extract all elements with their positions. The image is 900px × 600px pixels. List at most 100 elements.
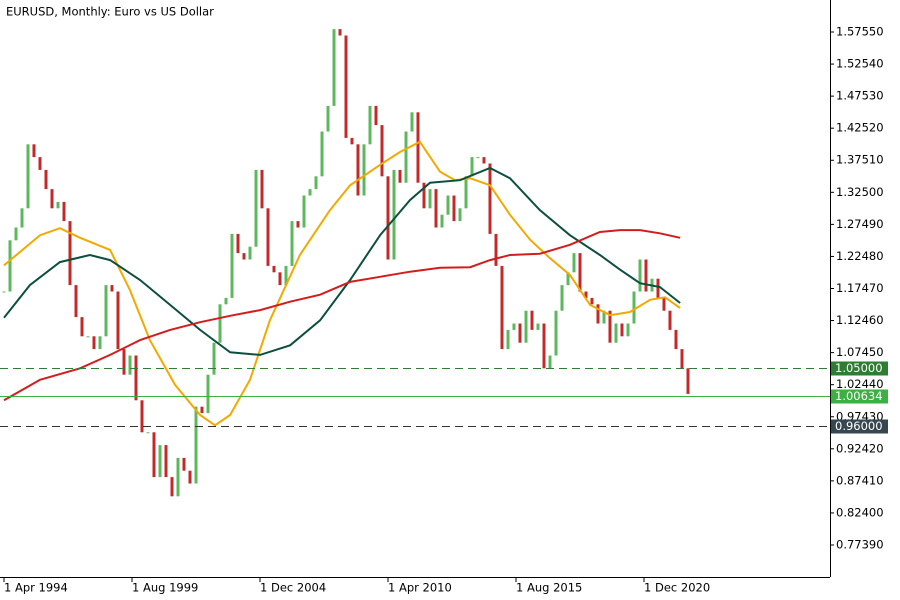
candle xyxy=(242,253,246,260)
candle xyxy=(110,285,114,292)
candle xyxy=(206,374,210,414)
level-label: 0.96000 xyxy=(835,419,883,433)
x-tick-label: 1 Aug 2015 xyxy=(516,581,582,595)
candle xyxy=(410,112,414,132)
y-tick-label: 0.92420 xyxy=(836,441,884,455)
candle xyxy=(656,278,660,298)
candle xyxy=(554,310,558,356)
candle xyxy=(362,144,366,196)
candle xyxy=(134,355,138,401)
candle xyxy=(602,310,606,324)
candle xyxy=(326,105,330,132)
candle xyxy=(392,169,396,260)
moving-average xyxy=(3,140,681,427)
candle xyxy=(158,445,162,478)
candle xyxy=(2,291,6,293)
candle xyxy=(320,131,324,177)
candle xyxy=(188,470,192,484)
candle xyxy=(338,29,342,36)
candle xyxy=(434,189,438,228)
candle xyxy=(416,112,420,183)
candle xyxy=(512,323,516,330)
y-tick-label: 1.42520 xyxy=(836,121,884,135)
y-tick-label: 1.02440 xyxy=(836,377,884,391)
candle xyxy=(686,368,690,394)
candle xyxy=(464,176,468,209)
candle xyxy=(428,189,432,209)
candle xyxy=(446,195,450,215)
y-tick-label: 1.47530 xyxy=(836,89,884,103)
y-tick-label: 1.57550 xyxy=(836,24,884,38)
candle xyxy=(212,342,216,375)
candle xyxy=(344,35,348,138)
moving-average xyxy=(3,166,681,356)
candle xyxy=(500,265,504,350)
y-tick-label: 1.32500 xyxy=(836,185,884,199)
candle xyxy=(572,253,576,273)
candle xyxy=(236,233,240,254)
candle xyxy=(8,240,12,292)
candle xyxy=(530,310,534,330)
candle xyxy=(230,233,234,298)
x-tick-label: 1 Apr 2010 xyxy=(388,581,452,595)
chart-title: EURUSD, Monthly: Euro vs US Dollar xyxy=(6,5,214,19)
candle xyxy=(590,297,594,305)
candle xyxy=(284,265,288,286)
candle xyxy=(26,144,30,209)
candle xyxy=(32,144,36,158)
candle xyxy=(128,355,132,375)
y-tick-label: 0.82400 xyxy=(836,505,884,519)
candle xyxy=(74,285,78,318)
y-tick-label: 1.12460 xyxy=(836,313,884,327)
candle xyxy=(278,272,282,286)
candle xyxy=(620,323,624,337)
candle xyxy=(638,259,642,292)
candle xyxy=(494,233,498,266)
candle xyxy=(62,201,66,222)
candle xyxy=(476,157,480,159)
candle xyxy=(116,291,120,350)
candle xyxy=(548,355,552,369)
candle xyxy=(260,169,264,209)
candle xyxy=(272,265,276,273)
level-label: 1.00634 xyxy=(835,389,883,403)
candle xyxy=(200,406,204,414)
level-label-box xyxy=(831,419,888,434)
candle xyxy=(668,310,672,330)
y-tick-label: 0.87410 xyxy=(836,473,884,487)
candle xyxy=(302,195,306,228)
candle xyxy=(422,182,426,209)
candle xyxy=(626,323,630,337)
candle xyxy=(68,221,72,286)
candle xyxy=(122,349,126,375)
candle xyxy=(308,189,312,196)
candle xyxy=(380,125,384,177)
candle xyxy=(140,400,144,433)
candle xyxy=(524,310,528,343)
candle xyxy=(350,137,354,145)
moving-average xyxy=(3,229,681,402)
candle xyxy=(506,329,510,350)
candle xyxy=(164,445,168,478)
candle xyxy=(614,323,618,343)
x-tick-label: 1 Aug 1999 xyxy=(132,581,198,595)
candle xyxy=(146,432,150,434)
level-label-box xyxy=(831,389,888,404)
candle xyxy=(374,105,378,126)
candle xyxy=(176,457,180,497)
candle xyxy=(644,259,648,292)
candle xyxy=(368,105,372,145)
y-tick-label: 1.07450 xyxy=(836,345,884,359)
candle xyxy=(170,477,174,497)
candle xyxy=(86,336,90,338)
candle xyxy=(596,304,600,324)
candle xyxy=(452,195,456,222)
candle xyxy=(182,457,186,471)
level-label: 1.05000 xyxy=(835,361,883,375)
y-tick-label: 1.37510 xyxy=(836,153,884,167)
candle xyxy=(20,208,24,228)
candle xyxy=(578,253,582,292)
